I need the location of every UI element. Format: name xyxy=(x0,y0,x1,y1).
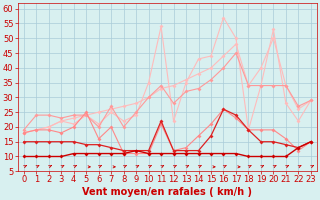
X-axis label: Vent moyen/en rafales ( km/h ): Vent moyen/en rafales ( km/h ) xyxy=(82,187,252,197)
